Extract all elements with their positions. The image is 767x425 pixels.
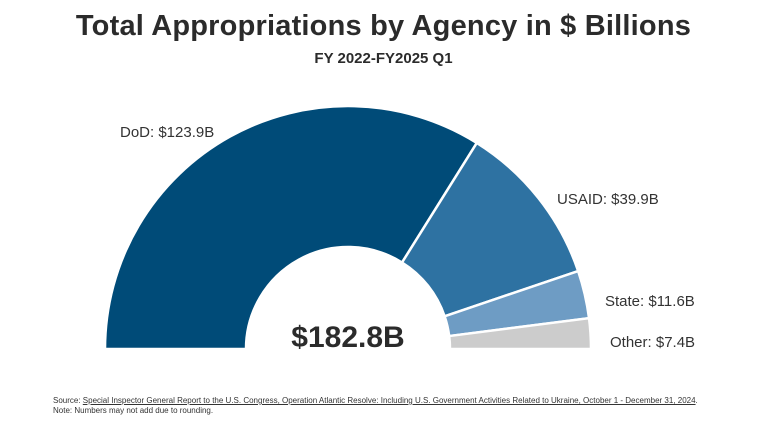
source-prefix: Source: — [53, 396, 83, 405]
slice-label-dod: DoD: $123.9B — [120, 124, 214, 141]
total-label: $182.8B — [291, 321, 404, 354]
labels-group: DoD: $123.9B USAID: $39.9B State: $11.6B Ot… — [120, 124, 695, 351]
slices-group — [103, 104, 593, 351]
slice-label-usaid: USAID: $39.9B — [557, 191, 659, 208]
chart-title: Total Appropriations by Agency in $ Bill… — [75, 10, 692, 42]
source-suffix: . — [695, 396, 698, 405]
slice-label-state: State: $11.6B — [605, 293, 695, 310]
source-line: Source: Special Inspector General Report… — [53, 396, 698, 406]
note-line: Note: Numbers may not add due to roundin… — [53, 406, 214, 415]
slice-label-other: Other: $7.4B — [610, 334, 695, 351]
slice-dod — [103, 104, 479, 351]
slice-other — [447, 316, 593, 351]
footer: Source: Special Inspector General Report… — [53, 396, 698, 416]
source-link[interactable]: Special Inspector General Report to the … — [82, 396, 696, 405]
chart-subtitle: FY 2022-FY2025 Q1 — [314, 50, 453, 67]
